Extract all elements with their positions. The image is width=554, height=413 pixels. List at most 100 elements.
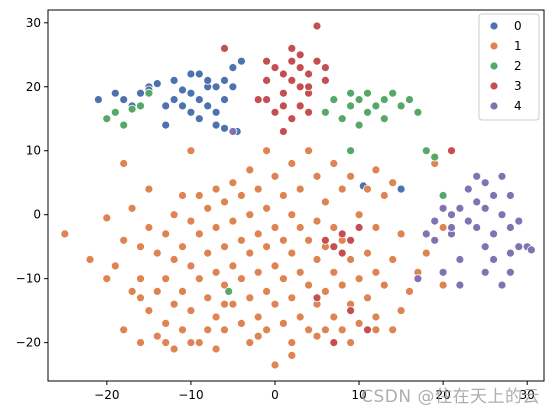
data-point-series-3 <box>363 325 372 335</box>
plot-area <box>47 9 545 382</box>
data-point-series-3 <box>220 44 229 53</box>
data-point-series-1 <box>245 293 255 303</box>
data-point-series-1 <box>236 235 246 245</box>
data-point-series-1 <box>152 331 162 341</box>
data-point-series-0 <box>178 85 187 95</box>
data-point-series-1 <box>379 191 389 200</box>
data-point-series-2 <box>430 152 440 162</box>
data-point-series-1 <box>194 229 204 239</box>
data-point-series-4 <box>228 127 238 136</box>
data-point-series-3 <box>346 235 356 245</box>
data-point-series-1 <box>211 223 221 232</box>
data-point-series-1 <box>371 267 381 277</box>
data-point-series-1 <box>211 344 221 354</box>
data-point-series-4 <box>472 197 482 207</box>
data-point-series-3 <box>295 82 305 92</box>
data-point-series-3 <box>337 229 347 239</box>
data-point-series-1 <box>312 171 322 181</box>
data-point-series-1 <box>371 325 381 335</box>
data-point-series-1 <box>363 293 372 303</box>
data-point-series-4 <box>447 223 456 232</box>
data-point-series-1 <box>85 255 95 264</box>
data-point-series-0 <box>228 82 238 92</box>
data-point-series-1 <box>396 306 406 316</box>
data-point-series-1 <box>203 293 213 303</box>
data-point-series-1 <box>245 248 255 258</box>
data-point-series-1 <box>304 146 314 156</box>
data-point-series-1 <box>262 286 272 296</box>
data-point-series-4 <box>497 280 507 290</box>
data-point-series-1 <box>262 203 272 213</box>
data-point-series-3 <box>329 338 339 348</box>
data-point-series-1 <box>194 274 204 284</box>
data-point-series-4 <box>480 267 490 277</box>
data-point-series-2 <box>136 101 145 111</box>
data-point-series-3 <box>447 146 456 156</box>
data-point-series-1 <box>253 229 263 239</box>
data-point-series-4 <box>505 191 515 200</box>
data-point-series-0 <box>161 101 171 111</box>
data-point-series-1 <box>211 312 221 322</box>
data-point-series-1 <box>363 184 372 194</box>
data-point-series-0 <box>152 79 162 88</box>
legend-box <box>478 13 540 121</box>
data-point-series-1 <box>304 325 314 335</box>
data-point-series-1 <box>127 203 137 213</box>
data-point-series-3 <box>312 56 322 66</box>
data-point-series-2 <box>346 88 356 98</box>
data-point-series-4 <box>438 203 448 213</box>
data-point-series-0 <box>203 76 213 85</box>
data-point-series-1 <box>144 306 154 316</box>
data-point-series-1 <box>354 274 364 284</box>
data-point-series-2 <box>354 95 364 104</box>
data-point-series-1 <box>203 248 213 258</box>
data-point-series-0 <box>396 184 406 194</box>
data-point-series-1 <box>186 216 196 226</box>
data-point-series-1 <box>236 318 246 328</box>
data-point-series-1 <box>388 325 398 335</box>
data-point-series-2 <box>388 88 398 98</box>
data-point-series-1 <box>136 338 145 348</box>
data-point-series-1 <box>295 312 305 322</box>
data-point-series-1 <box>329 159 339 168</box>
legend: 0 1 2 3 4 <box>478 13 540 121</box>
data-point-series-1 <box>220 242 229 252</box>
data-point-series-1 <box>371 223 381 232</box>
x-tick-label: 20 <box>435 388 450 402</box>
data-point-series-4 <box>455 203 465 213</box>
data-point-series-2 <box>363 107 372 117</box>
legend-marker-0 <box>489 21 499 31</box>
data-point-series-1 <box>110 261 120 271</box>
data-point-series-1 <box>304 235 314 245</box>
data-point-series-1 <box>119 325 129 335</box>
data-point-series-4 <box>455 280 465 290</box>
data-point-series-3 <box>287 114 297 124</box>
data-point-series-0 <box>194 114 204 124</box>
data-point-series-1 <box>371 165 381 175</box>
data-point-series-1 <box>329 223 339 232</box>
data-point-series-1 <box>194 338 204 348</box>
data-point-series-1 <box>278 191 288 200</box>
data-point-series-0 <box>178 101 187 111</box>
data-point-series-0 <box>119 95 129 104</box>
data-point-series-2 <box>337 114 347 124</box>
data-point-series-1 <box>337 184 347 194</box>
data-point-series-3 <box>262 95 272 104</box>
data-point-series-3 <box>304 107 314 117</box>
data-point-series-2 <box>363 88 372 98</box>
data-point-series-3 <box>337 248 347 258</box>
data-point-series-2 <box>224 286 234 296</box>
data-point-series-3 <box>320 76 330 85</box>
data-point-series-0 <box>236 56 246 66</box>
data-point-series-1 <box>211 184 221 194</box>
data-point-series-3 <box>304 82 314 92</box>
data-point-series-4 <box>497 210 507 220</box>
data-point-series-1 <box>245 165 255 175</box>
data-point-series-2 <box>371 101 381 111</box>
data-point-series-3 <box>262 76 272 85</box>
data-point-series-0 <box>186 107 196 117</box>
data-point-series-1 <box>421 248 431 258</box>
data-point-series-1 <box>203 203 213 213</box>
data-point-series-2 <box>144 88 154 98</box>
data-point-series-1 <box>312 255 322 264</box>
